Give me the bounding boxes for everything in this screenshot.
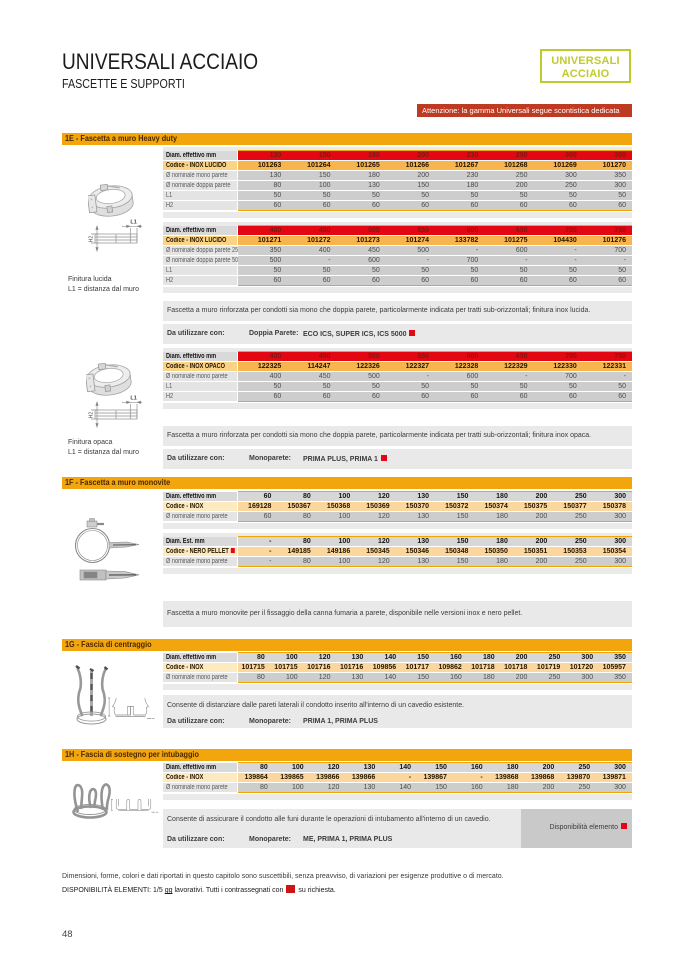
svg-text:L1: L1 bbox=[130, 220, 136, 226]
svg-text:H2: H2 bbox=[89, 236, 95, 243]
svg-text:L1: L1 bbox=[130, 396, 136, 402]
svg-text:H2: H2 bbox=[89, 412, 95, 419]
